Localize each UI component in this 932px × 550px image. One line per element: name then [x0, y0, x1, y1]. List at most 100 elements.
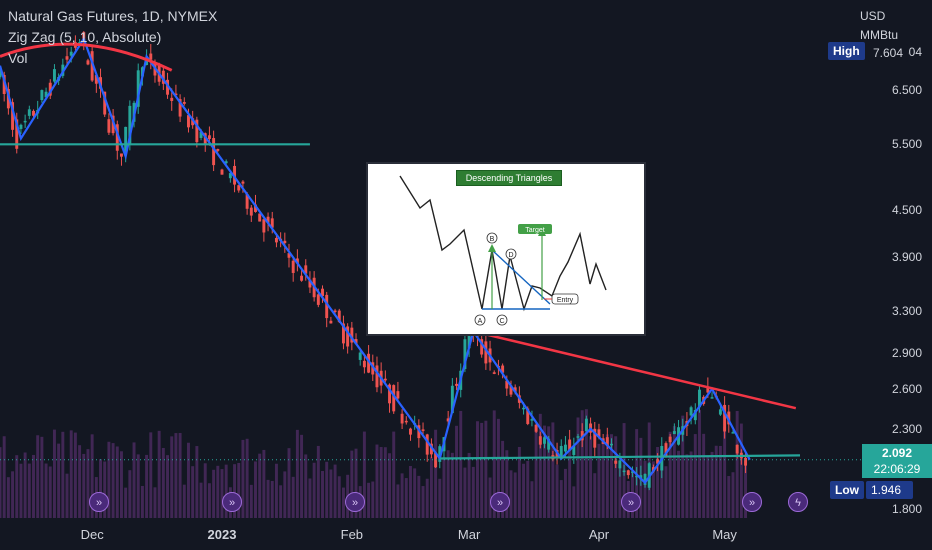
volume-bar: [287, 448, 291, 518]
candle-body: [463, 339, 467, 369]
volume-bar: [78, 445, 82, 518]
candle-body: [434, 452, 438, 468]
candle-body: [195, 119, 199, 143]
candle-body: [220, 169, 224, 175]
candle-body: [27, 109, 31, 116]
candle-body: [400, 413, 404, 424]
candle-body: [178, 99, 182, 117]
candle-body: [270, 218, 274, 228]
volume-bar: [249, 484, 253, 518]
candle-body: [124, 126, 128, 154]
price-tick-label: 4.500: [891, 202, 922, 217]
volume-bar: [505, 450, 509, 518]
candle-body: [568, 439, 572, 451]
candle-body: [15, 119, 19, 149]
event-icon[interactable]: »: [490, 492, 510, 512]
currency-unit[interactable]: USD MMBtu: [860, 7, 898, 45]
volume-bar: [224, 464, 228, 518]
candle-body: [421, 429, 425, 431]
volume-bar: [484, 420, 488, 518]
unit-label: MMBtu: [859, 28, 898, 42]
volume-bar: [614, 436, 618, 518]
candle-body: [300, 275, 304, 281]
event-icon[interactable]: »: [222, 492, 242, 512]
zigzag-line: [0, 36, 751, 485]
date-tick-label: Mar: [457, 527, 481, 542]
candle-body: [136, 70, 140, 107]
arc-resistance-line: [0, 42, 173, 72]
candle-body: [120, 153, 123, 157]
candle-body: [346, 326, 350, 347]
volume-bar: [195, 446, 199, 518]
candle-body: [115, 124, 119, 151]
candle-body: [429, 443, 433, 455]
volume-bar: [52, 429, 56, 518]
volume-bar: [576, 417, 580, 518]
volume-bar: [182, 484, 186, 518]
event-icon[interactable]: »: [345, 492, 365, 512]
candle-body: [287, 253, 291, 258]
volume-bar: [559, 480, 563, 518]
volume-bar: [132, 442, 136, 518]
symbol-title[interactable]: Natural Gas Futures, 1D, NYMEX: [8, 8, 218, 24]
candle-body: [23, 120, 27, 123]
candle-body: [78, 42, 82, 44]
candle-body: [337, 310, 341, 322]
candle-body: [513, 387, 517, 392]
volume-bar: [400, 473, 404, 518]
volume-bar: [262, 449, 266, 518]
candle-body: [262, 219, 266, 233]
volume-bar: [492, 410, 496, 518]
volume-bar: [555, 464, 559, 518]
candle-body: [128, 105, 132, 144]
volume-bar: [107, 441, 111, 518]
candle-body: [316, 294, 320, 305]
candle-body: [614, 460, 618, 464]
volume-bar: [597, 443, 601, 518]
dividend-lightning-icon[interactable]: ϟ: [788, 492, 808, 512]
candle-body: [572, 445, 576, 455]
volume-bar: [325, 461, 329, 518]
candle-body: [266, 216, 270, 223]
volume-bar: [522, 463, 526, 518]
volume-indicator-label[interactable]: Vol: [8, 50, 28, 66]
volume-bar: [425, 478, 429, 518]
candle-body: [530, 419, 534, 421]
date-tick-label: 2023: [207, 527, 237, 542]
volume-bar: [396, 484, 400, 518]
volume-bar: [643, 460, 647, 518]
event-icon[interactable]: »: [621, 492, 641, 512]
volume-bar: [44, 463, 48, 518]
candle-body: [52, 69, 56, 82]
candle-body: [467, 336, 471, 349]
volume-bar: [203, 463, 207, 518]
event-icon[interactable]: »: [742, 492, 762, 512]
candle-body: [735, 444, 739, 454]
volume-bar: [702, 433, 706, 518]
volume-bar: [65, 473, 69, 518]
volume-bar: [32, 454, 35, 518]
volume-bar: [73, 432, 77, 518]
volume-bar: [409, 466, 412, 518]
price-tick-label: 5.500: [891, 137, 922, 152]
bar-countdown: 22:06:29: [873, 462, 921, 476]
volume-bar: [6, 477, 10, 518]
candle-body: [182, 101, 186, 104]
candle-body: [354, 339, 358, 345]
event-icon[interactable]: »: [89, 492, 109, 512]
candle-body: [149, 53, 153, 60]
volume-bar: [660, 450, 664, 518]
volume-bar: [124, 487, 128, 518]
currency-label: USD: [859, 9, 886, 23]
date-tick-label: Feb: [340, 527, 364, 542]
zigzag-indicator-label[interactable]: Zig Zag (5, 10, Absolute): [8, 29, 162, 45]
volume-bar: [157, 430, 161, 518]
volume-bar: [295, 429, 299, 518]
volume-bar: [584, 409, 588, 518]
candle-body: [258, 213, 262, 222]
candle-body: [538, 436, 542, 445]
candle-body: [610, 443, 613, 446]
volume-bar: [90, 434, 94, 518]
candle-body: [723, 404, 727, 432]
